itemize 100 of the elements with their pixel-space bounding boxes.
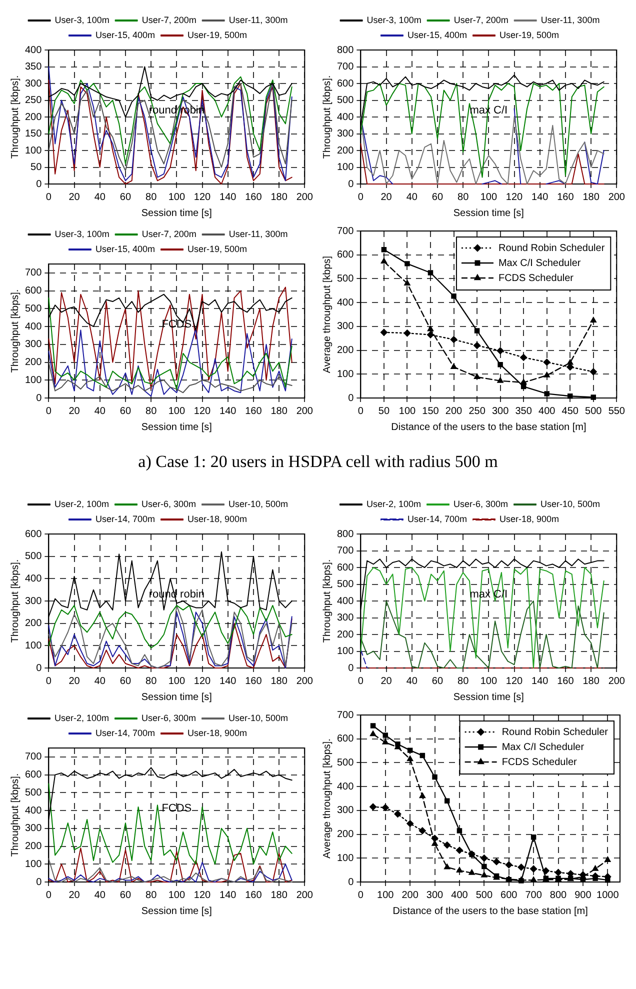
- y-tick-label: 500: [24, 303, 42, 314]
- legend-label: User-15, 400m: [407, 30, 468, 40]
- x-tick-label: 40: [94, 406, 106, 417]
- legend-label: User-2, 100m: [54, 712, 109, 723]
- x-tick-label: 160: [245, 192, 262, 203]
- legend-label: User-3, 100m: [366, 14, 422, 25]
- y-tick-label: 600: [336, 78, 354, 90]
- y-axis-title: Throughput [kbps].: [10, 289, 21, 373]
- y-tick-label: 200: [24, 841, 42, 852]
- legend-label: User-14, 700m: [407, 514, 468, 524]
- x-tick-label: 160: [557, 676, 574, 687]
- x-tick-label: 0: [46, 406, 52, 417]
- y-axis-title: Average throughput [kbps]: [322, 256, 333, 374]
- x-tick-label: 150: [422, 406, 440, 417]
- x-tick-label: 180: [270, 676, 288, 687]
- y-tick-label: 400: [336, 297, 354, 308]
- x-tick-label: 800: [550, 890, 568, 901]
- x-axis-title: Session time [s]: [453, 208, 524, 219]
- y-tick-label: 300: [24, 78, 42, 90]
- legend-label: User-10, 500m: [540, 498, 600, 509]
- x-tick-label: 40: [406, 192, 418, 203]
- x-tick-label: 20: [68, 406, 80, 417]
- legend-label: User-11, 300m: [228, 14, 288, 25]
- x-tick-label: 100: [398, 406, 416, 417]
- y-tick-label: 250: [24, 95, 42, 106]
- x-axis-title: Session time [s]: [141, 422, 212, 433]
- x-tick-label: 400: [451, 890, 468, 901]
- legend-label: User-6, 300m: [141, 498, 196, 509]
- x-tick-label: 140: [532, 676, 549, 687]
- x-tick-label: 40: [94, 676, 106, 687]
- y-tick-label: 0: [348, 178, 354, 190]
- x-tick-label: 100: [168, 890, 186, 901]
- x-tick-label: 100: [480, 192, 498, 203]
- x-tick-label: 180: [270, 192, 288, 203]
- x-tick-label: 60: [432, 676, 444, 687]
- x-tick-label: 200: [608, 676, 626, 687]
- x-tick-label: 20: [68, 676, 80, 687]
- y-tick-label: 0: [36, 392, 42, 404]
- y-tick-label: 100: [24, 858, 42, 870]
- y-tick-label: 150: [24, 128, 42, 140]
- x-tick-label: 0: [358, 406, 364, 417]
- x-tick-label: 450: [562, 406, 579, 417]
- x-tick-label: 120: [194, 406, 212, 417]
- x-tick-label: 20: [380, 192, 392, 203]
- y-tick-label: 0: [36, 876, 42, 888]
- annotation: FCDS: [162, 802, 192, 814]
- y-axis-title: Average throughput [kbps].: [322, 738, 333, 858]
- legend-label: User-15, 400m: [95, 30, 156, 40]
- y-tick-label: 500: [24, 787, 42, 798]
- legend-label: FCDS Scheduler: [498, 272, 574, 284]
- x-tick-label: 0: [46, 192, 52, 203]
- y-tick-label: 0: [348, 392, 354, 404]
- x-tick-label: 200: [296, 406, 314, 417]
- x-tick-label: 20: [68, 890, 80, 901]
- y-tick-label: 500: [336, 757, 354, 768]
- x-axis-title: Distance of the users to the base station [m]: [392, 906, 588, 917]
- x-tick-label: 200: [402, 890, 419, 901]
- y-tick-label: 100: [24, 145, 42, 156]
- legend-label: User-19, 500m: [188, 30, 248, 40]
- y-tick-label: 100: [336, 852, 354, 864]
- y-tick-label: 300: [336, 805, 354, 816]
- y-tick-label: 0: [36, 178, 42, 190]
- x-tick-label: 100: [168, 406, 186, 417]
- y-tick-label: 700: [336, 710, 354, 721]
- y-tick-label: 0: [36, 662, 42, 674]
- x-tick-label: 80: [146, 406, 158, 417]
- x-tick-label: 500: [476, 890, 493, 901]
- y-axis-title: Throughput [kbps].: [322, 559, 333, 643]
- x-tick-label: 140: [220, 406, 237, 417]
- x-tick-label: 180: [582, 676, 600, 687]
- x-tick-label: 120: [506, 192, 524, 203]
- x-axis-title: Distance of the users to the base station [m]: [391, 422, 586, 433]
- y-tick-label: 600: [336, 562, 354, 574]
- y-tick-label: 600: [24, 286, 42, 297]
- x-tick-label: 250: [468, 406, 486, 417]
- x-tick-label: 500: [585, 406, 602, 417]
- y-tick-label: 200: [336, 145, 354, 156]
- x-tick-label: 600: [500, 890, 518, 901]
- y-tick-label: 300: [24, 596, 42, 607]
- legend-label: User-19, 500m: [500, 30, 560, 40]
- x-tick-label: 80: [458, 192, 470, 203]
- y-tick-label: 200: [336, 345, 354, 356]
- y-tick-label: 300: [336, 612, 354, 624]
- text: a) Case 1: 20 users in HSDPA cell with radius 500 m: [137, 451, 499, 473]
- legend-label: Round Robin Scheduler: [498, 242, 606, 254]
- y-tick-label: 0: [348, 662, 354, 674]
- legend-label: User-10, 500m: [228, 712, 288, 723]
- y-axis-title: Throughput [kbps].: [10, 75, 21, 159]
- y-tick-label: 300: [336, 128, 354, 140]
- x-tick-label: 200: [445, 406, 463, 417]
- y-tick-label: 200: [24, 357, 42, 368]
- x-tick-label: 140: [220, 890, 237, 901]
- legend-label: User-6, 300m: [453, 498, 508, 509]
- x-tick-label: 300: [492, 406, 510, 417]
- y-tick-label: 700: [336, 546, 354, 556]
- x-tick-label: 100: [168, 192, 186, 203]
- legend-label: User-7, 200m: [454, 14, 508, 25]
- y-tick-label: 400: [24, 44, 42, 56]
- y-tick-label: 500: [336, 273, 354, 284]
- y-tick-label: 800: [336, 528, 354, 540]
